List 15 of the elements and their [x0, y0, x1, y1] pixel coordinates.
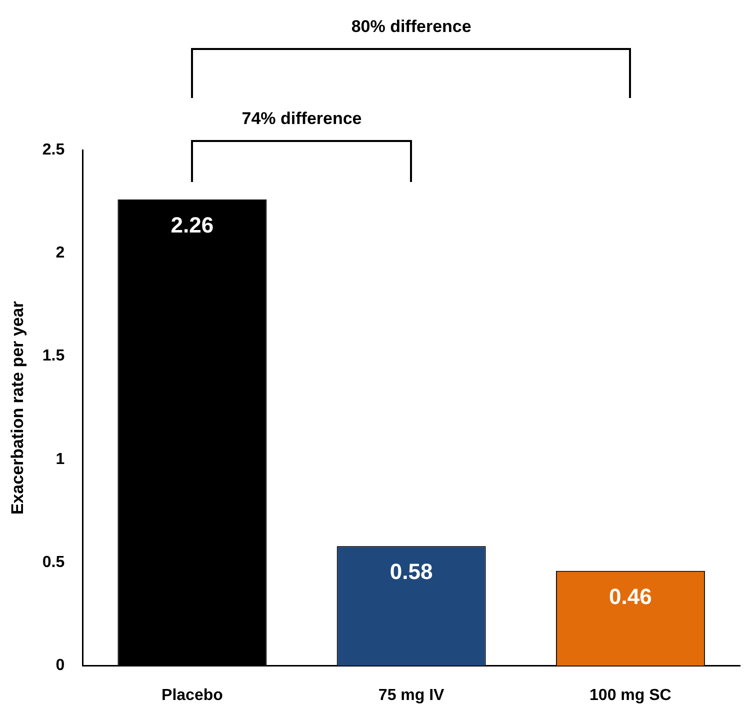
text: 80% difference [351, 17, 472, 36]
x-tick-label: Placebo [162, 686, 224, 704]
y-tick-label: 0.5 [42, 554, 65, 572]
y-tick-label: 1 [56, 450, 65, 468]
x-tick-label: 100 mg SC [590, 686, 672, 704]
y-tick-label: 2 [56, 244, 65, 262]
y-axis-title: Exacerbation rate per year [8, 300, 27, 515]
x-tick-label: 75 mg IV [378, 686, 445, 704]
data-label: 0.58 [390, 559, 433, 584]
data-label: 0.46 [609, 584, 652, 609]
data-label: 2.26 [170, 212, 214, 238]
y-tick-label: 2.5 [42, 141, 65, 158]
text: 74% difference [242, 109, 362, 128]
y-tick-label: 0 [56, 657, 65, 674]
y-tick-label: 1.5 [42, 348, 65, 365]
